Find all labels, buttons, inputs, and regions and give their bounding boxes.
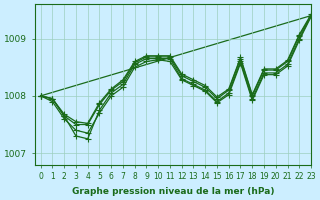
X-axis label: Graphe pression niveau de la mer (hPa): Graphe pression niveau de la mer (hPa) [72, 187, 274, 196]
